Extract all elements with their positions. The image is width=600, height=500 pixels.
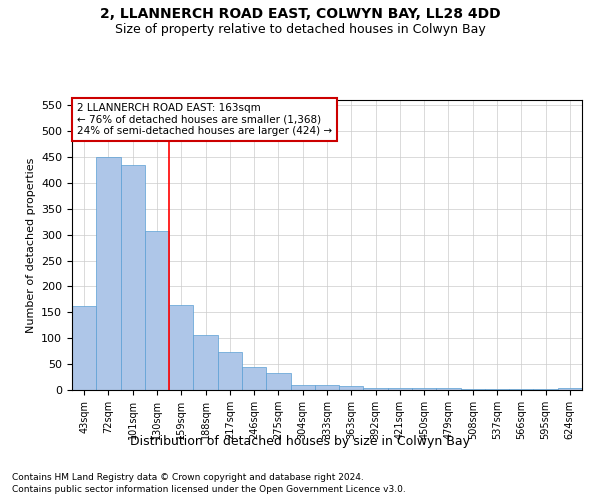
Bar [412,388,436,390]
Bar [96,157,121,390]
Bar [290,385,315,390]
Bar [242,367,266,390]
Bar [266,373,290,390]
Bar [121,164,145,390]
Text: 2, LLANNERCH ROAD EAST, COLWYN BAY, LL28 4DD: 2, LLANNERCH ROAD EAST, COLWYN BAY, LL28… [100,8,500,22]
Bar [436,388,461,390]
Text: Size of property relative to detached houses in Colwyn Bay: Size of property relative to detached ho… [115,22,485,36]
Text: Contains public sector information licensed under the Open Government Licence v3: Contains public sector information licen… [12,485,406,494]
Bar [364,388,388,390]
Text: Contains HM Land Registry data © Crown copyright and database right 2024.: Contains HM Land Registry data © Crown c… [12,472,364,482]
Text: 2 LLANNERCH ROAD EAST: 163sqm
← 76% of detached houses are smaller (1,368)
24% o: 2 LLANNERCH ROAD EAST: 163sqm ← 76% of d… [77,103,332,136]
Bar [388,388,412,390]
Bar [193,334,218,390]
Bar [315,385,339,390]
Y-axis label: Number of detached properties: Number of detached properties [26,158,35,332]
Bar [169,304,193,390]
Bar [72,306,96,390]
Bar [218,352,242,390]
Text: Distribution of detached houses by size in Colwyn Bay: Distribution of detached houses by size … [130,435,470,448]
Bar [145,231,169,390]
Bar [558,388,582,390]
Bar [339,386,364,390]
